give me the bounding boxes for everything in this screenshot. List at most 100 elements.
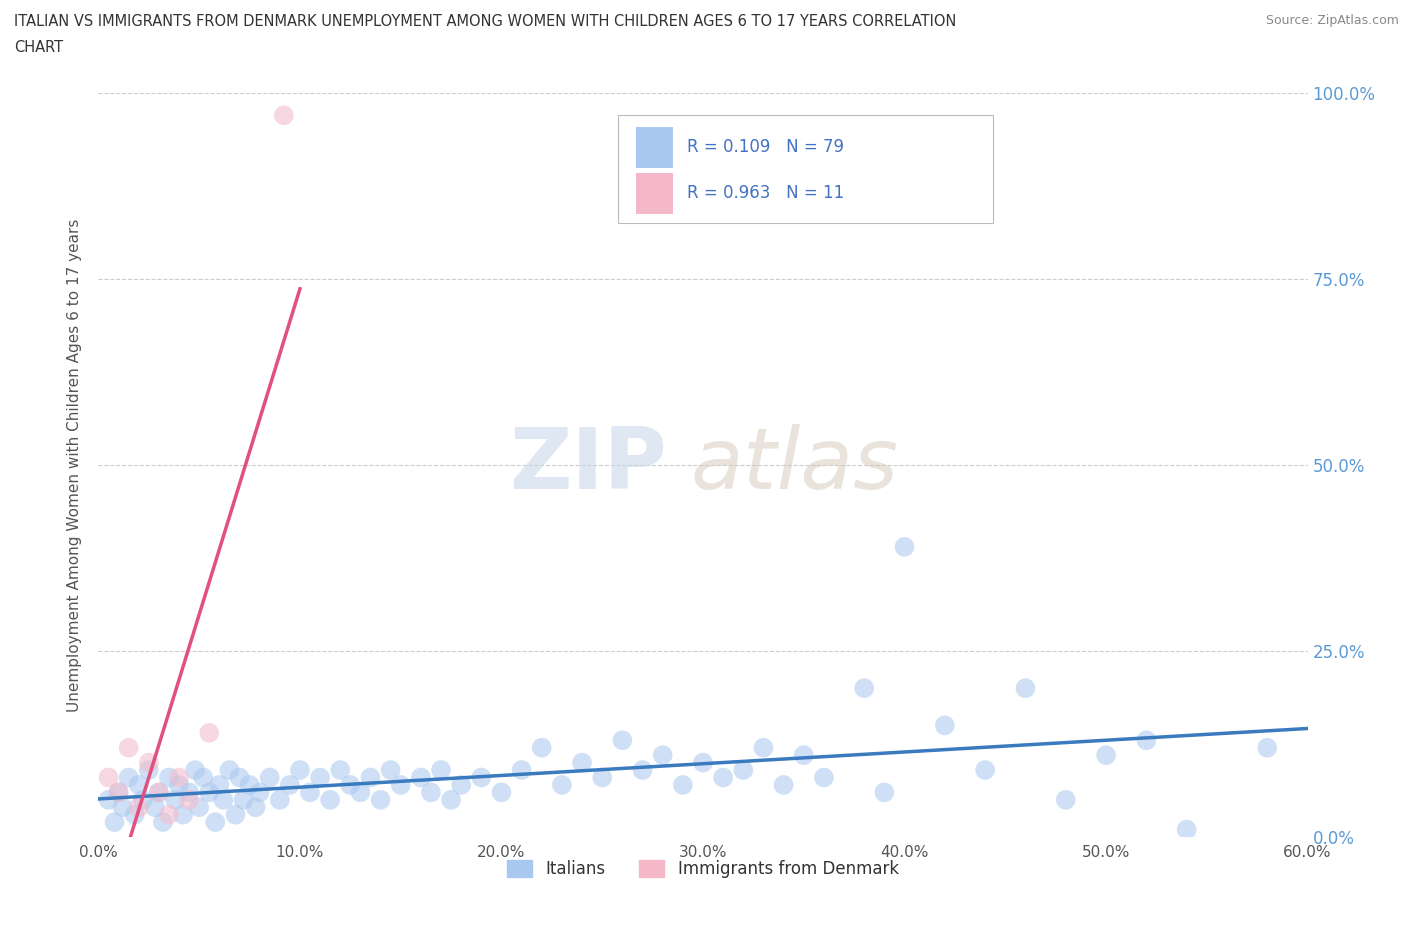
Point (692, 755, 714, 770)
Point (239, 777, 262, 792)
Point (152, 815, 174, 830)
Point (873, 785, 896, 800)
Point (329, 763, 352, 777)
Point (1256, 740, 1278, 755)
Point (420, 785, 443, 800)
Point (128, 777, 150, 792)
Point (249, 785, 271, 800)
Point (218, 763, 240, 777)
Point (1135, 733, 1157, 748)
Point (198, 725, 221, 740)
Point (591, 770, 613, 785)
Point (132, 792, 155, 807)
Point (198, 785, 221, 800)
Point (167, 770, 190, 785)
Point (893, 539, 915, 554)
Point (245, 800, 267, 815)
FancyBboxPatch shape (619, 115, 993, 223)
Point (974, 763, 997, 777)
Point (273, 108, 295, 123)
Point (510, 763, 533, 777)
Point (97, 770, 120, 785)
Text: atlas: atlas (690, 423, 898, 507)
Point (167, 777, 190, 792)
Point (793, 748, 815, 763)
Point (124, 807, 146, 822)
Point (651, 748, 673, 763)
Legend: Italians, Immigrants from Denmark: Italians, Immigrants from Denmark (501, 853, 905, 884)
Point (188, 800, 211, 815)
Point (813, 770, 835, 785)
Point (1175, 822, 1198, 837)
Text: R = 0.963   N = 11: R = 0.963 N = 11 (688, 184, 845, 203)
Point (97, 792, 120, 807)
Point (118, 770, 141, 785)
Point (772, 777, 794, 792)
Point (370, 792, 392, 807)
Point (733, 763, 755, 777)
Text: R = 0.109   N = 79: R = 0.109 N = 79 (688, 139, 844, 156)
Point (111, 800, 134, 815)
Point (612, 733, 634, 748)
Point (530, 740, 553, 755)
Point (299, 785, 322, 800)
Point (571, 755, 593, 770)
Point (228, 770, 250, 785)
Point (157, 770, 180, 785)
Point (853, 681, 876, 696)
Point (118, 740, 141, 755)
FancyBboxPatch shape (637, 173, 672, 214)
Point (409, 770, 432, 785)
Point (179, 785, 201, 800)
Point (551, 777, 574, 792)
Point (278, 777, 301, 792)
Point (172, 807, 194, 822)
Point (224, 807, 246, 822)
Point (184, 763, 207, 777)
Point (143, 800, 166, 815)
Point (430, 763, 453, 777)
Point (380, 763, 402, 777)
Point (450, 777, 472, 792)
Text: CHART: CHART (14, 40, 63, 55)
Point (319, 792, 342, 807)
Text: ZIP: ZIP (509, 423, 666, 507)
Point (389, 777, 412, 792)
Point (148, 785, 170, 800)
Point (107, 785, 129, 800)
Point (1095, 748, 1118, 763)
Point (193, 770, 215, 785)
Point (288, 763, 311, 777)
Point (269, 792, 291, 807)
Point (711, 770, 734, 785)
Point (128, 800, 150, 815)
Point (440, 792, 463, 807)
Point (672, 777, 695, 792)
Point (204, 815, 226, 830)
Point (752, 740, 775, 755)
Point (360, 770, 382, 785)
Text: ITALIAN VS IMMIGRANTS FROM DENMARK UNEMPLOYMENT AMONG WOMEN WITH CHILDREN AGES 6: ITALIAN VS IMMIGRANTS FROM DENMARK UNEMP… (14, 14, 956, 29)
Point (232, 792, 254, 807)
Point (339, 777, 361, 792)
Point (1054, 792, 1077, 807)
Y-axis label: Unemployment Among Women with Children Ages 6 to 17 years: Unemployment Among Women with Children A… (67, 219, 83, 711)
FancyBboxPatch shape (637, 126, 672, 167)
Point (934, 718, 956, 733)
Point (107, 785, 129, 800)
Point (491, 785, 513, 800)
Point (138, 763, 160, 777)
Point (349, 785, 371, 800)
Point (148, 785, 170, 800)
Text: Source: ZipAtlas.com: Source: ZipAtlas.com (1265, 14, 1399, 27)
Point (138, 755, 160, 770)
Point (1014, 681, 1036, 696)
Point (259, 770, 281, 785)
Point (179, 792, 201, 807)
Point (212, 792, 235, 807)
Point (309, 770, 332, 785)
Point (470, 770, 492, 785)
Point (163, 792, 186, 807)
Point (208, 777, 231, 792)
Point (103, 815, 125, 830)
